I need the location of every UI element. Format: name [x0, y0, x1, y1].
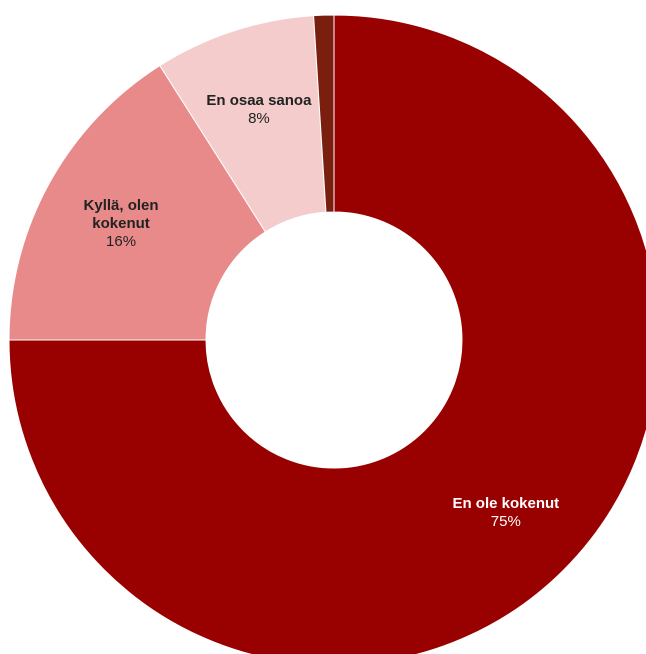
label-name-line: Kyllä, olen [84, 197, 159, 214]
label-en-osaa-sanoa: En osaa sanoa 8% [206, 92, 312, 127]
slice-labels: En ole kokenut 75% Kyllä, olen kokenut 16% En… [84, 92, 560, 530]
label-en-ole-kokenut: En ole kokenut 75% [452, 495, 559, 530]
label-name-line: En ole kokenut [452, 495, 559, 512]
label-name-line: kokenut [92, 215, 150, 232]
label-kylla-olen-kokenut: Kyllä, olen kokenut 16% [84, 197, 159, 250]
label-name-line: En osaa sanoa [206, 92, 312, 109]
slice-slice-3 [313, 14, 335, 213]
label-value: 16% [106, 233, 136, 250]
slice-en-ole-kokenut [8, 14, 646, 654]
label-value: 75% [491, 513, 521, 530]
slice-kylla-olen-kokenut [8, 64, 267, 341]
label-value: 8% [248, 110, 270, 127]
donut-slices [8, 14, 646, 654]
